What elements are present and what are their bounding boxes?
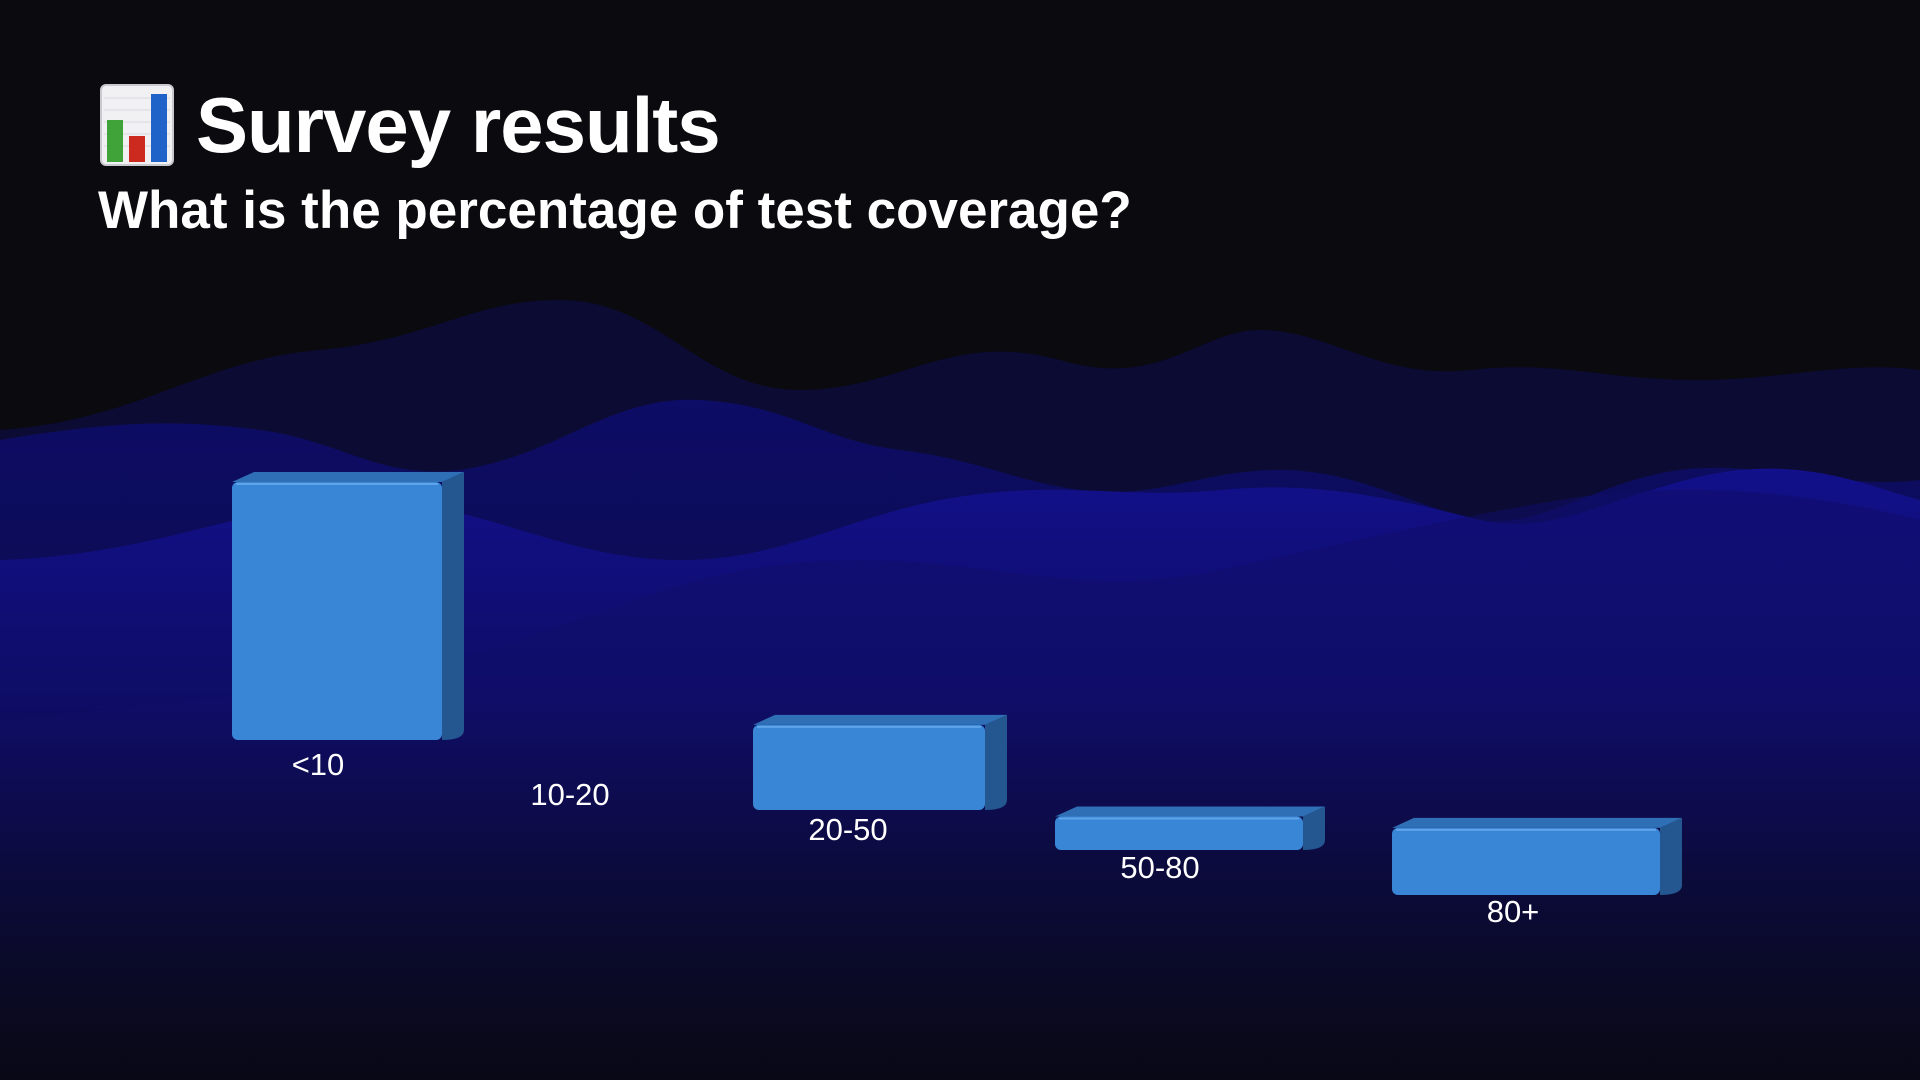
- title-row: Survey results: [100, 81, 721, 169]
- category-label-4: 80+: [1487, 894, 1540, 929]
- bar-2: [753, 714, 1007, 810]
- category-label-3: 50-80: [1120, 850, 1199, 885]
- bar-4: [1392, 817, 1682, 895]
- page-title: Survey results: [196, 81, 721, 169]
- bar-0: [232, 472, 464, 740]
- category-label-1: 10-20: [530, 777, 609, 812]
- bar-3: [1055, 806, 1325, 850]
- category-label-2: 20-50: [808, 812, 887, 847]
- category-label-0: <10: [292, 747, 345, 782]
- survey-question: What is the percentage of test coverage?: [98, 181, 1132, 240]
- bar-chart-emoji-icon: [100, 84, 174, 166]
